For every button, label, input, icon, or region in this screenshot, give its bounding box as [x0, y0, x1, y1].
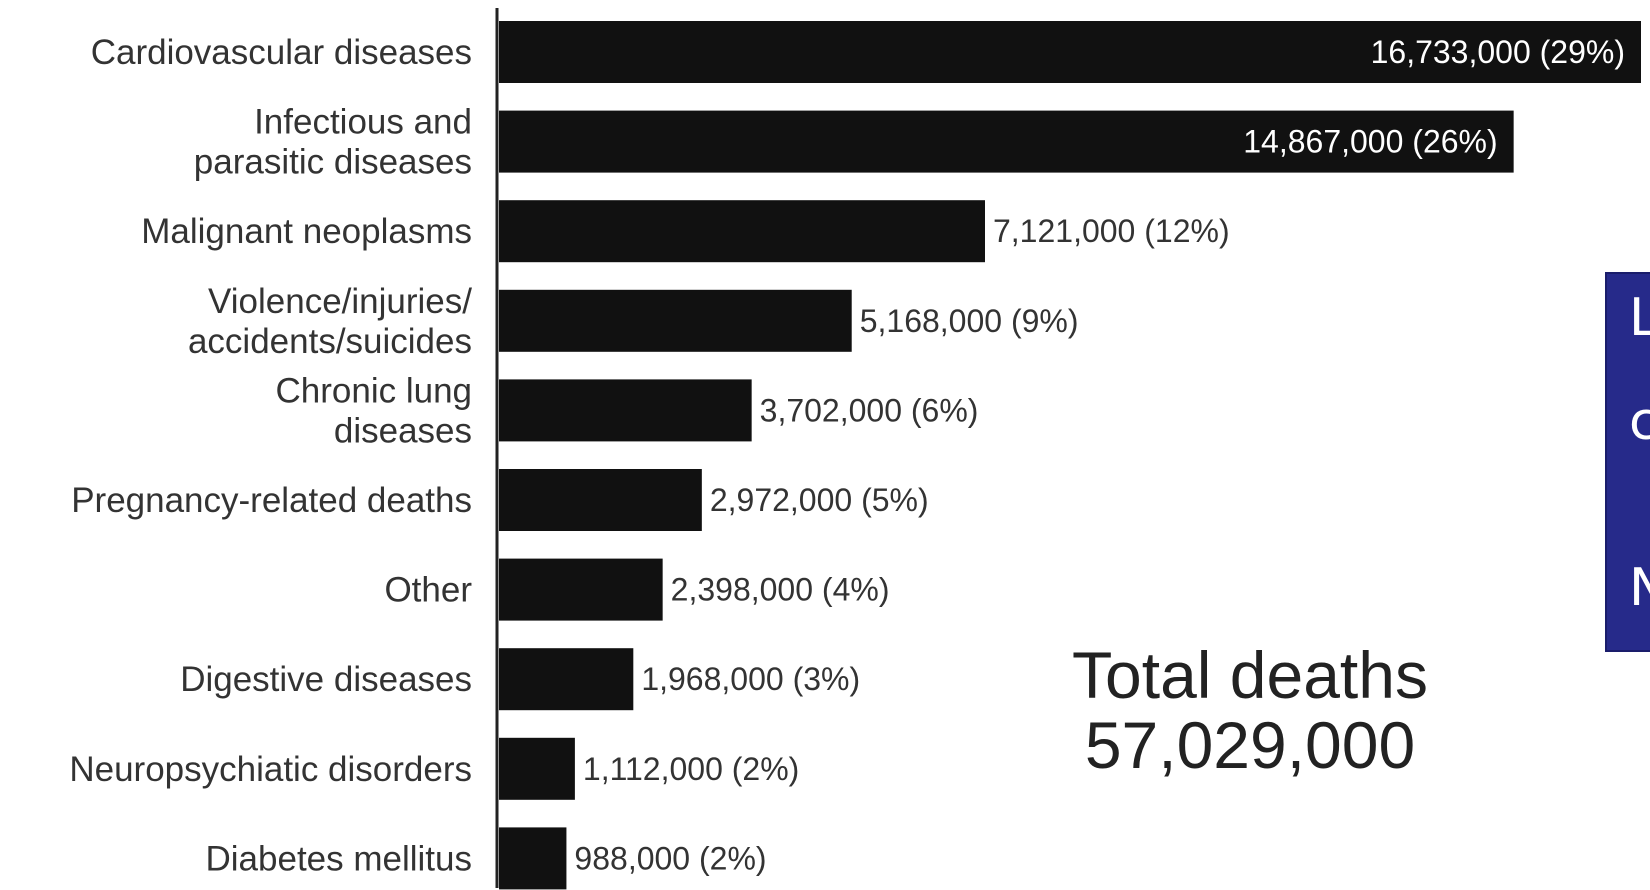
side-panel-letter-1: L	[1629, 292, 1650, 344]
bar-6	[499, 469, 702, 531]
bar-9	[499, 737, 575, 800]
category-label-7: Other	[384, 571, 472, 610]
value-label-6: 2,972,000 (5%)	[710, 482, 929, 518]
bar-5	[499, 379, 752, 442]
side-panel: L c N	[1605, 272, 1650, 652]
category-label-5-line-1: Chronic lung	[276, 371, 473, 410]
value-labels-group: 16,733,000 (29%) 14,867,000 (26%) 7,121,00…	[574, 34, 1625, 876]
category-label-5-line-2: diseases	[334, 411, 472, 450]
bar-10	[499, 827, 567, 890]
category-labels-group: Cardiovascular diseases Infectious andpar…	[69, 33, 472, 878]
category-label-9: Neuropsychiatic disorders	[69, 750, 472, 789]
bars-group	[499, 21, 1641, 890]
category-label-10: Diabetes mellitus	[206, 839, 473, 878]
total-deaths-label: Total deaths	[1072, 638, 1428, 712]
category-label-6: Pregnancy-related deaths	[71, 481, 472, 520]
bar-4	[499, 289, 852, 352]
bar-1	[499, 21, 1641, 83]
category-label-4-line-1: Violence/injuries/	[208, 282, 472, 321]
value-label-3: 7,121,000 (12%)	[993, 213, 1230, 249]
category-label-4-line-2: accidents/suicides	[188, 322, 472, 361]
bar-2	[499, 110, 1514, 173]
total-deaths-value: 57,029,000	[1084, 708, 1416, 782]
total-deaths-annotation: Total deaths 57,029,000	[1030, 640, 1470, 780]
category-label-2-line-1: Infectious and	[254, 103, 472, 142]
category-label-1: Cardiovascular diseases	[91, 33, 472, 72]
category-label-3: Malignant neoplasms	[141, 212, 472, 251]
value-label-8: 1,968,000 (3%)	[641, 661, 860, 697]
value-label-5: 3,702,000 (6%)	[760, 392, 979, 428]
value-label-7: 2,398,000 (4%)	[671, 572, 890, 608]
value-label-4: 5,168,000 (9%)	[860, 303, 1079, 339]
side-panel-letter-2: c	[1629, 396, 1650, 448]
value-label-1: 16,733,000 (29%)	[1371, 34, 1625, 70]
bar-3	[499, 200, 985, 263]
category-label-8: Digestive diseases	[180, 660, 472, 699]
category-label-2-line-2: parasitic diseases	[194, 143, 472, 182]
value-label-9: 1,112,000 (2%)	[583, 751, 799, 787]
value-label-2: 14,867,000 (26%)	[1243, 124, 1497, 160]
side-panel-letter-3: N	[1629, 562, 1650, 614]
value-label-10: 988,000 (2%)	[574, 840, 766, 876]
bar-8	[499, 648, 634, 711]
bar-7	[499, 558, 663, 621]
